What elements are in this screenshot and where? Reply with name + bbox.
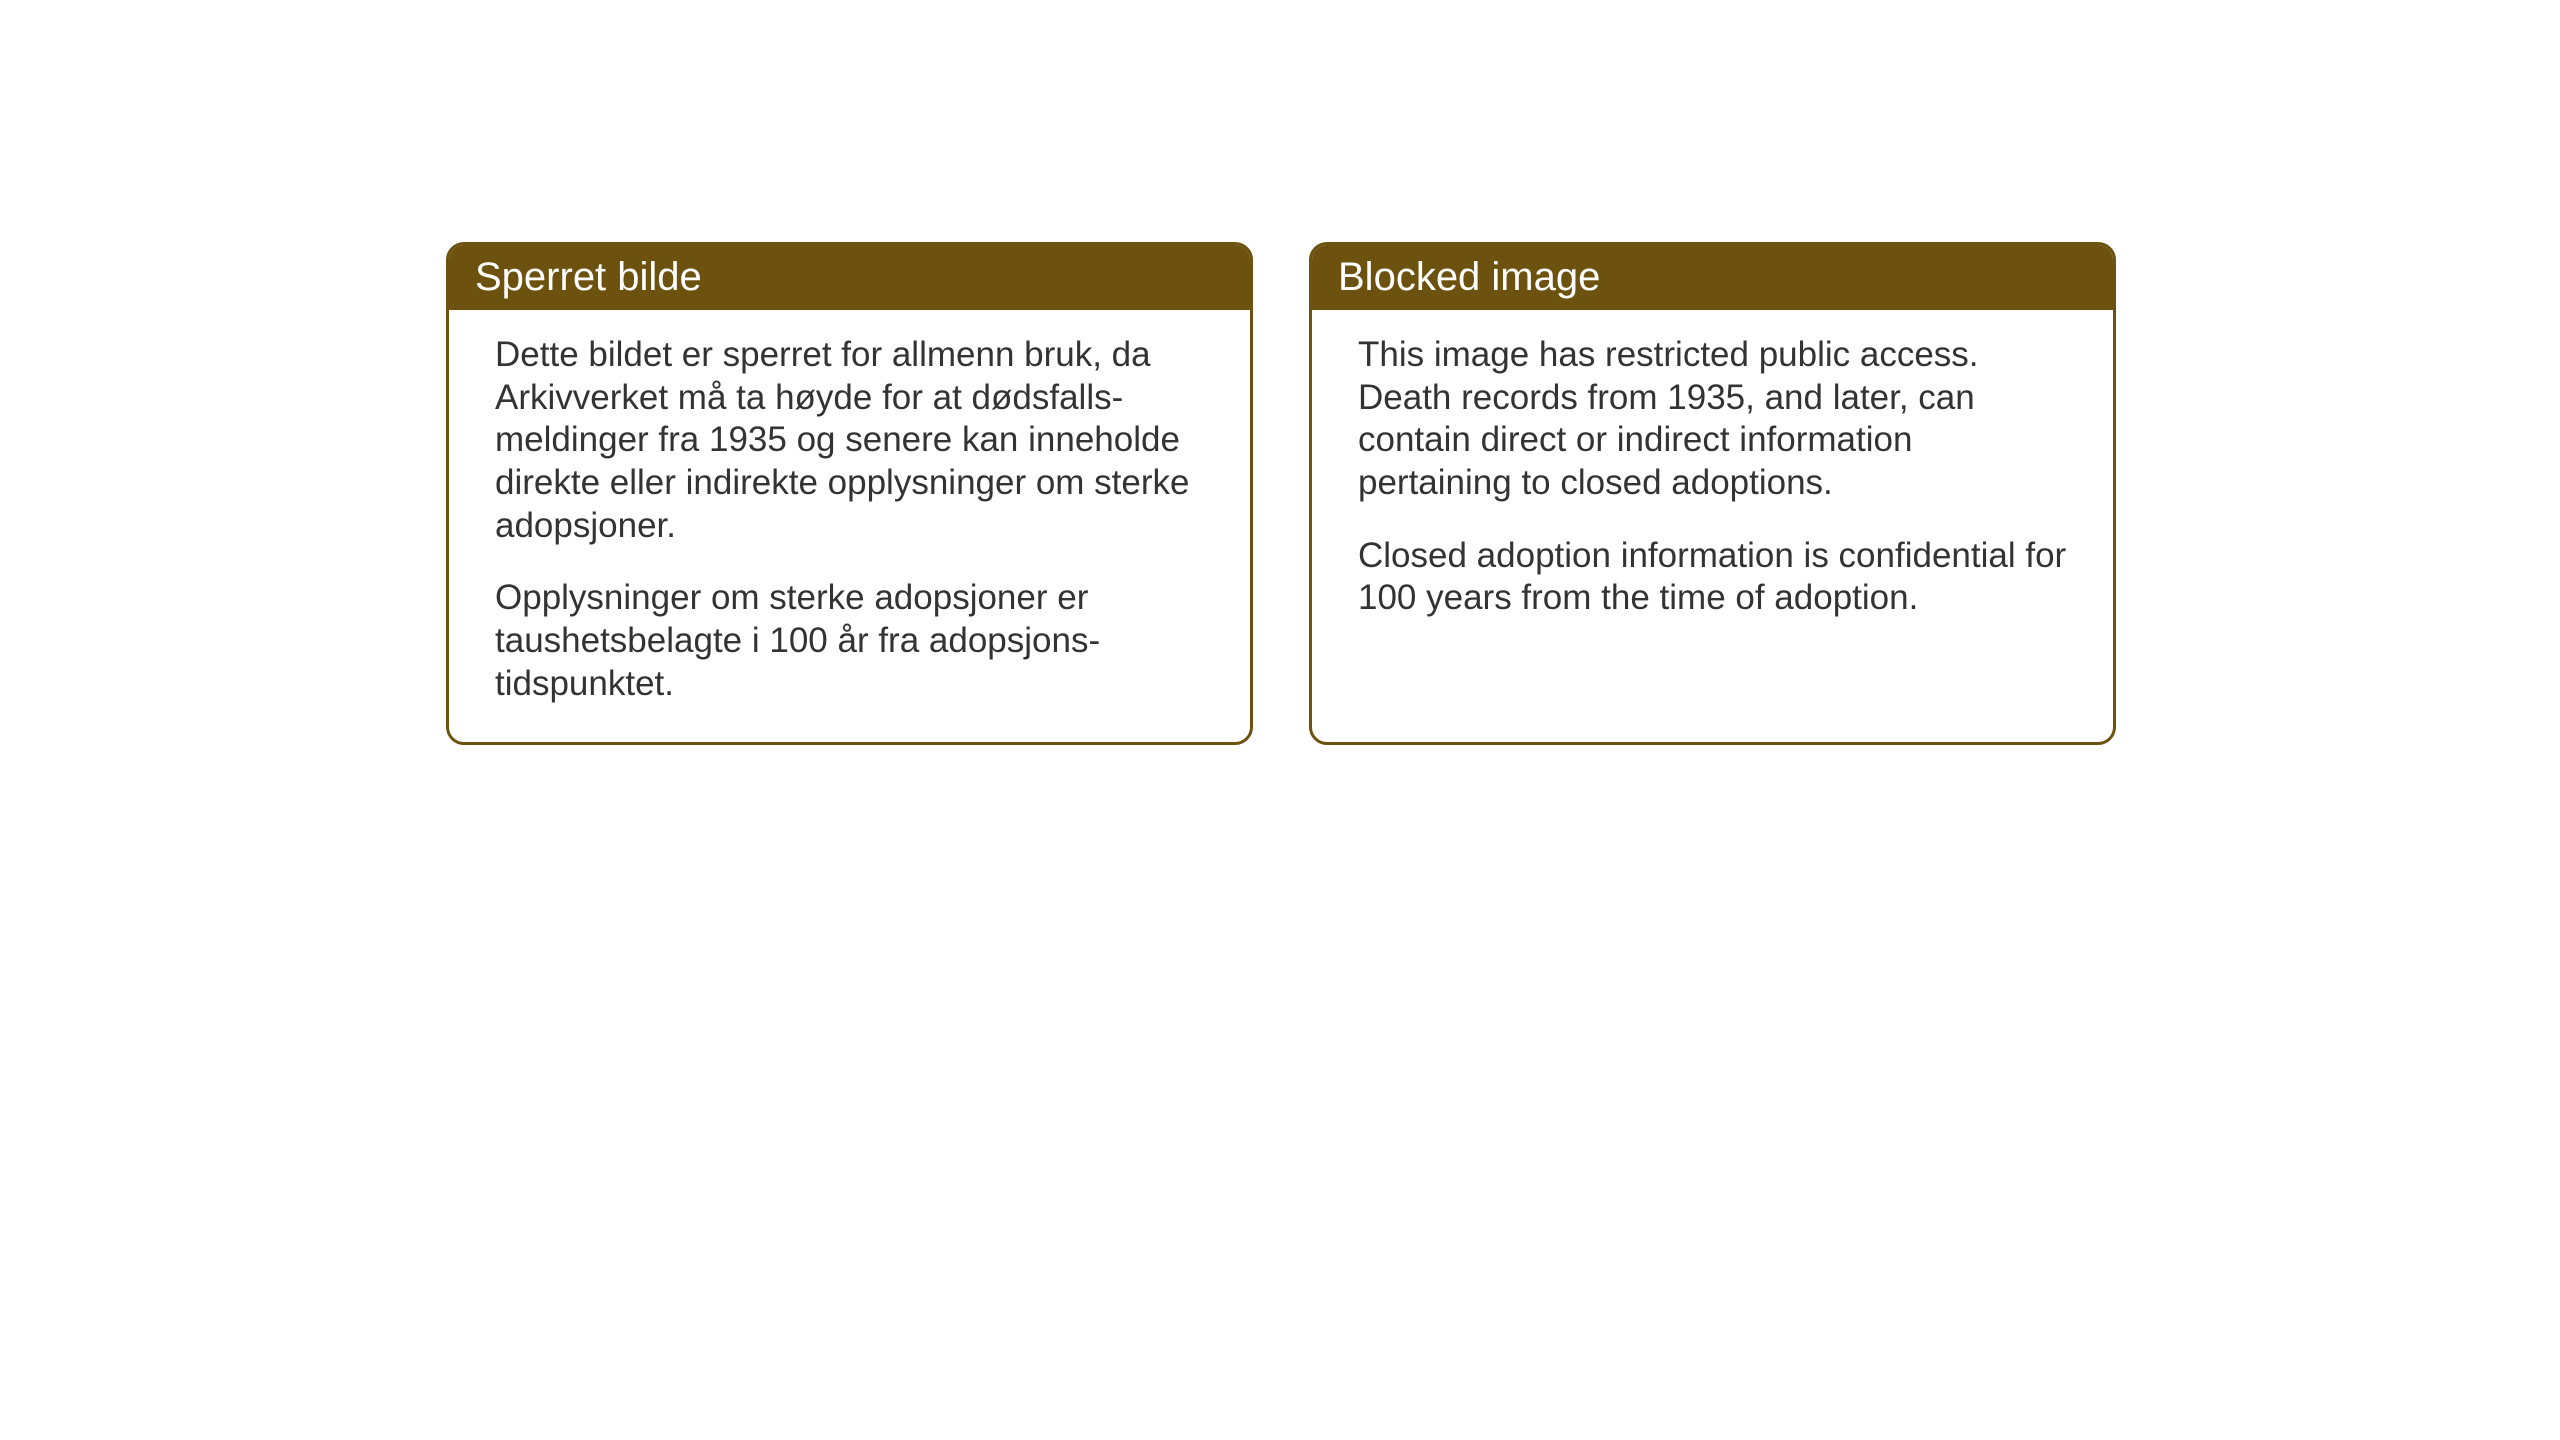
card-body-english: This image has restricted public access.…	[1312, 310, 2113, 656]
card-title-english: Blocked image	[1338, 255, 1600, 299]
card-header-english: Blocked image	[1312, 245, 2113, 310]
card-title-norwegian: Sperret bilde	[475, 255, 702, 299]
card-header-norwegian: Sperret bilde	[449, 245, 1250, 310]
notice-container: Sperret bilde Dette bildet er sperret fo…	[446, 242, 2116, 745]
card-body-norwegian: Dette bildet er sperret for allmenn bruk…	[449, 310, 1250, 742]
notice-card-english: Blocked image This image has restricted …	[1309, 242, 2116, 745]
paragraph-norwegian-2: Opplysninger om sterke adopsjoner er tau…	[495, 577, 1204, 705]
paragraph-norwegian-1: Dette bildet er sperret for allmenn bruk…	[495, 334, 1204, 547]
paragraph-english-2: Closed adoption information is confident…	[1358, 535, 2067, 620]
notice-card-norwegian: Sperret bilde Dette bildet er sperret fo…	[446, 242, 1253, 745]
paragraph-english-1: This image has restricted public access.…	[1358, 334, 2067, 505]
